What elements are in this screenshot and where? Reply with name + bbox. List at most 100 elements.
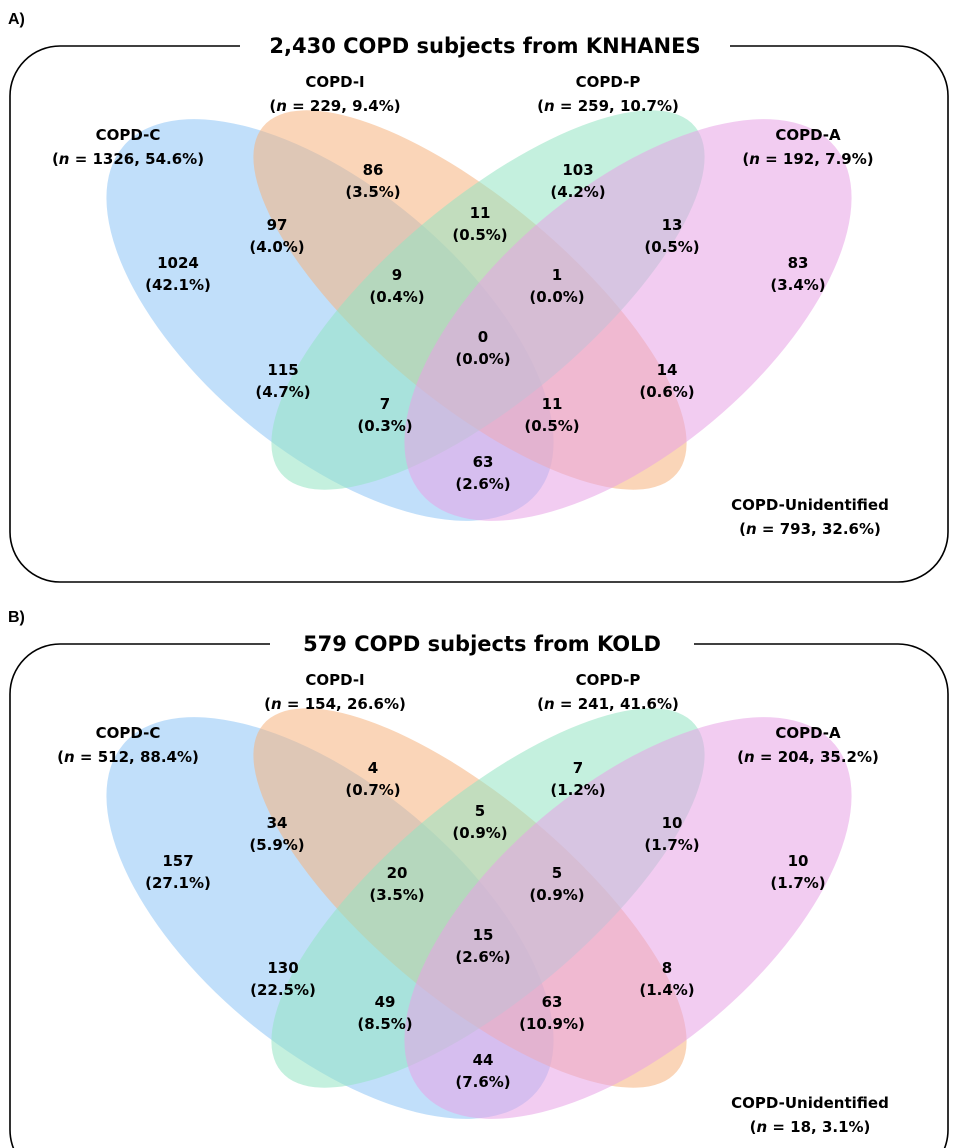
region-count: 5 xyxy=(475,802,485,820)
region-percent: (0.6%) xyxy=(639,383,694,401)
set-label-i: COPD-I (n = 229, 9.4%) xyxy=(269,73,400,115)
region-percent: (0.5%) xyxy=(452,226,507,244)
region-i: 4 (0.7%) xyxy=(345,759,400,799)
region-cipa: 15 (2.6%) xyxy=(455,926,510,966)
region-percent: (5.9%) xyxy=(249,836,304,854)
region-c: 157 (27.1%) xyxy=(145,852,211,892)
panel-frame xyxy=(9,45,949,583)
panel-letter: B) xyxy=(8,609,25,626)
region-percent: (0.7%) xyxy=(345,781,400,799)
region-cip: 9 (0.4%) xyxy=(369,266,424,306)
region-pa: 13 (0.5%) xyxy=(644,216,699,256)
region-count: 1 xyxy=(552,266,562,284)
set-name: COPD-I xyxy=(305,73,364,91)
set-label-a: COPD-A (n = 204, 35.2%) xyxy=(737,724,879,766)
region-ia: 8 (1.4%) xyxy=(639,959,694,999)
set-name: COPD-Unidentified xyxy=(731,1094,889,1112)
region-count: 8 xyxy=(662,959,672,977)
region-count: 103 xyxy=(562,161,593,179)
region-count: 14 xyxy=(657,361,678,379)
set-size: (n = 241, 41.6%) xyxy=(537,695,679,713)
region-count: 157 xyxy=(162,852,193,870)
set-label-p: COPD-P (n = 241, 41.6%) xyxy=(537,671,679,713)
region-cipa: 0 (0.0%) xyxy=(455,328,510,368)
region-cip: 20 (3.5%) xyxy=(369,864,424,904)
set-label-c: COPD-C (n = 512, 88.4%) xyxy=(57,724,199,766)
region-count: 130 xyxy=(267,959,298,977)
region-percent: (10.9%) xyxy=(519,1015,585,1033)
region-percent: (1.4%) xyxy=(639,981,694,999)
region-ca: 44 (7.6%) xyxy=(455,1051,510,1091)
region-percent: (3.5%) xyxy=(369,886,424,904)
set-name: COPD-I xyxy=(305,671,364,689)
region-count: 15 xyxy=(473,926,494,944)
region-percent: (0.0%) xyxy=(529,288,584,306)
region-count: 1024 xyxy=(157,254,199,272)
region-count: 9 xyxy=(392,266,402,284)
region-percent: (1.2%) xyxy=(550,781,605,799)
panel-letter: A) xyxy=(8,11,25,28)
panel-title: 579 COPD subjects from KOLD xyxy=(303,632,661,656)
region-percent: (27.1%) xyxy=(145,874,211,892)
set-label-u: COPD-Unidentified (n = 793, 32.6%) xyxy=(731,496,889,538)
region-p: 7 (1.2%) xyxy=(550,759,605,799)
region-percent: (8.5%) xyxy=(357,1015,412,1033)
set-label-p: COPD-P (n = 259, 10.7%) xyxy=(537,73,679,115)
copd-a-ellipse xyxy=(404,119,852,521)
region-count: 34 xyxy=(267,814,288,832)
set-size: (n = 512, 88.4%) xyxy=(57,748,199,766)
region-percent: (2.6%) xyxy=(455,475,510,493)
set-label-a: COPD-A (n = 192, 7.9%) xyxy=(742,126,873,168)
region-percent: (3.4%) xyxy=(770,276,825,294)
region-percent: (1.7%) xyxy=(644,836,699,854)
set-name: COPD-A xyxy=(775,724,841,742)
region-percent: (4.0%) xyxy=(249,238,304,256)
region-ip: 5 (0.9%) xyxy=(452,802,507,842)
set-name: COPD-C xyxy=(96,724,161,742)
region-percent: (0.9%) xyxy=(452,824,507,842)
region-cp: 115 (4.7%) xyxy=(255,361,310,401)
region-count: 20 xyxy=(387,864,408,882)
region-cia: 11 (0.5%) xyxy=(524,395,579,435)
region-c: 1024 (42.1%) xyxy=(145,254,211,294)
region-percent: (1.7%) xyxy=(770,874,825,892)
region-count: 5 xyxy=(552,864,562,882)
region-percent: (0.9%) xyxy=(529,886,584,904)
set-size: (n = 259, 10.7%) xyxy=(537,97,679,115)
set-size: (n = 192, 7.9%) xyxy=(742,150,873,168)
region-count: 10 xyxy=(662,814,683,832)
region-percent: (3.5%) xyxy=(345,183,400,201)
region-count: 115 xyxy=(267,361,298,379)
region-percent: (0.5%) xyxy=(524,417,579,435)
set-size: (n = 204, 35.2%) xyxy=(737,748,879,766)
region-count: 7 xyxy=(573,759,583,777)
region-percent: (0.3%) xyxy=(357,417,412,435)
set-size: (n = 18, 3.1%) xyxy=(750,1118,871,1136)
region-count: 11 xyxy=(470,204,491,222)
region-ia: 14 (0.6%) xyxy=(639,361,694,401)
region-count: 10 xyxy=(788,852,809,870)
region-ipa: 1 (0.0%) xyxy=(529,266,584,306)
region-ci: 34 (5.9%) xyxy=(249,814,304,854)
region-a: 10 (1.7%) xyxy=(770,852,825,892)
panel-title: 2,430 COPD subjects from KNHANES xyxy=(269,34,700,58)
set-name: COPD-Unidentified xyxy=(731,496,889,514)
region-ci: 97 (4.0%) xyxy=(249,216,304,256)
panel-frame xyxy=(9,643,949,1148)
copd-a-ellipse xyxy=(404,717,852,1119)
region-percent: (2.6%) xyxy=(455,948,510,966)
region-count: 86 xyxy=(363,161,384,179)
region-count: 63 xyxy=(542,993,563,1011)
region-count: 0 xyxy=(478,328,488,346)
region-cpa: 49 (8.5%) xyxy=(357,993,412,1033)
region-percent: (22.5%) xyxy=(250,981,316,999)
region-pa: 10 (1.7%) xyxy=(644,814,699,854)
panel-a: A) 2,430 COPD subjects from KNHANES COPD-C… xyxy=(8,11,949,583)
region-p: 103 (4.2%) xyxy=(550,161,605,201)
region-count: 11 xyxy=(542,395,563,413)
region-percent: (0.4%) xyxy=(369,288,424,306)
region-percent: (0.0%) xyxy=(455,350,510,368)
set-name: COPD-C xyxy=(96,126,161,144)
region-cp: 130 (22.5%) xyxy=(250,959,316,999)
